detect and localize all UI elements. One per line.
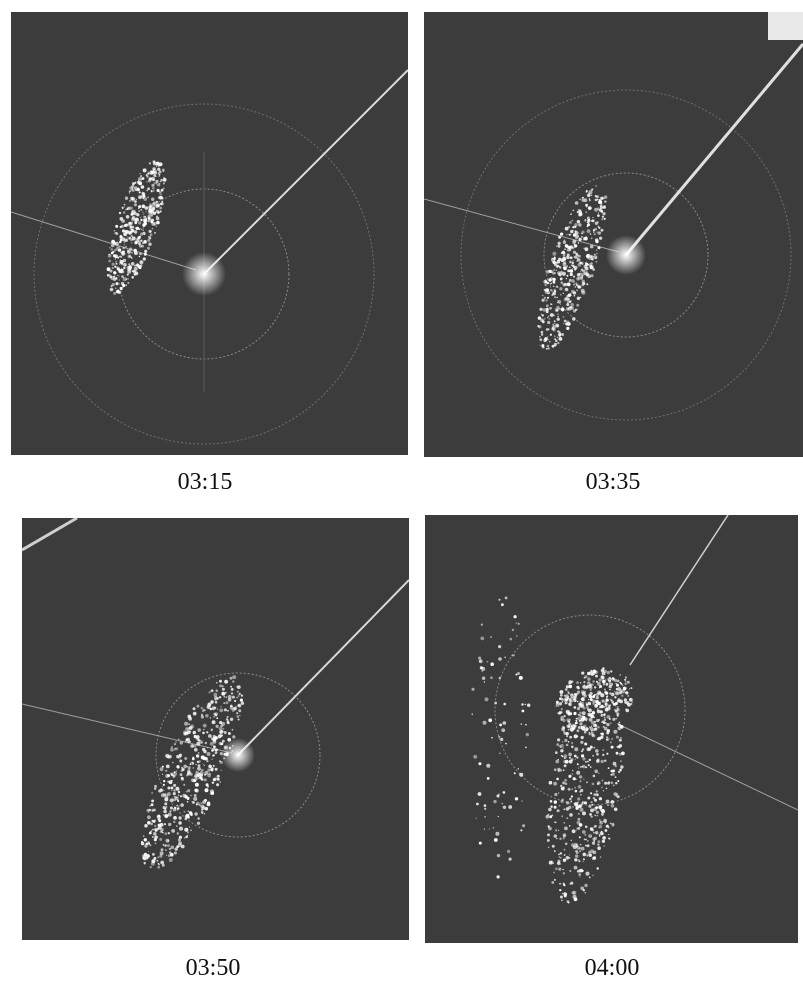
sweep-line — [624, 43, 803, 256]
range-ring — [460, 89, 792, 421]
sweep-line — [237, 579, 409, 756]
radar-image-0400 — [425, 515, 798, 943]
heading-line — [424, 198, 620, 253]
echo-cluster — [140, 675, 245, 869]
range-ring — [543, 172, 709, 338]
radar-image-0335 — [424, 12, 803, 457]
timestamp-caption: 03:50 — [185, 955, 241, 981]
echo-scatter — [471, 596, 531, 879]
heading-line — [11, 211, 197, 271]
center-glow — [221, 738, 255, 772]
radar-image-0315 — [11, 12, 408, 455]
echo-cluster — [106, 160, 167, 295]
radar-scope — [424, 12, 803, 421]
echo-cluster — [555, 668, 633, 732]
center-glow — [182, 252, 226, 296]
sweep-line — [203, 69, 408, 275]
timestamp-caption: 04:00 — [584, 955, 640, 981]
radar-scope — [11, 69, 408, 445]
sweep-line — [629, 515, 729, 666]
sweep-trace — [22, 518, 78, 552]
heading-line — [22, 703, 233, 754]
center-glow — [606, 235, 646, 275]
timestamp-caption: 03:35 — [585, 469, 641, 495]
heading-line — [619, 724, 798, 811]
range-ring — [33, 103, 375, 445]
radar-image-0350 — [22, 518, 409, 940]
radar-scope — [22, 518, 409, 869]
corner-glare — [768, 12, 803, 40]
radar-scope — [471, 515, 798, 904]
range-ring — [155, 672, 321, 838]
echo-cluster — [537, 185, 608, 350]
timestamp-caption: 03:15 — [177, 469, 233, 495]
